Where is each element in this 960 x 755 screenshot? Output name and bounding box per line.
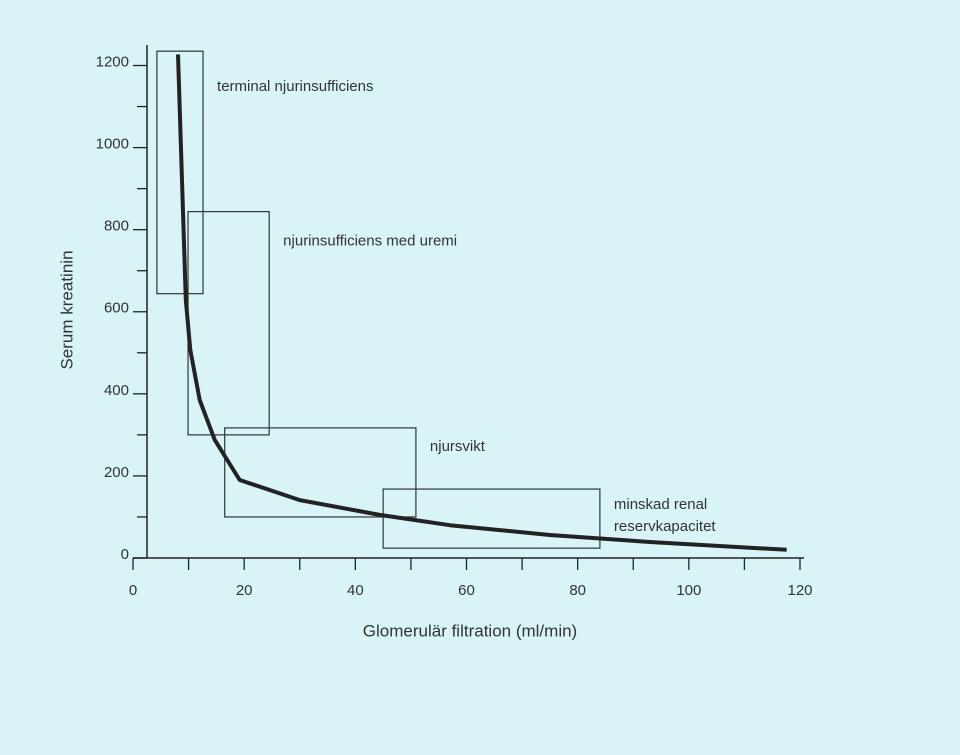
y-tick-label: 600 — [104, 300, 129, 317]
region-box — [382, 488, 601, 549]
region-label: terminal njurinsufficiens — [217, 78, 373, 95]
x-tick-label: 60 — [458, 582, 475, 599]
x-tick-label: 20 — [236, 582, 253, 599]
region-label: reservkapacitet — [614, 518, 717, 535]
region-label: njursvikt — [430, 438, 486, 455]
x-tick-label: 80 — [569, 582, 586, 599]
y-tick-label: 800 — [104, 218, 129, 235]
region-label: njurinsufficiens med uremi — [283, 233, 457, 250]
y-tick-label: 1200 — [96, 53, 129, 70]
region-box — [224, 427, 417, 518]
curve — [176, 54, 787, 552]
x-tick-label: 120 — [787, 582, 812, 599]
y-axis-label: Serum kreatinin — [57, 250, 76, 369]
x-tick-label: 0 — [129, 582, 137, 599]
y-tick-label: 0 — [121, 546, 129, 563]
region-label: minskad renal — [614, 496, 707, 513]
y-tick-label: 400 — [104, 382, 129, 399]
x-tick-label: 100 — [676, 582, 701, 599]
y-tick-label: 1000 — [96, 136, 129, 153]
region-box — [156, 50, 204, 295]
x-tick-label: 40 — [347, 582, 364, 599]
x-axis-label: Glomerulär filtration (ml/min) — [363, 621, 577, 640]
y-tick-label: 200 — [104, 464, 129, 481]
